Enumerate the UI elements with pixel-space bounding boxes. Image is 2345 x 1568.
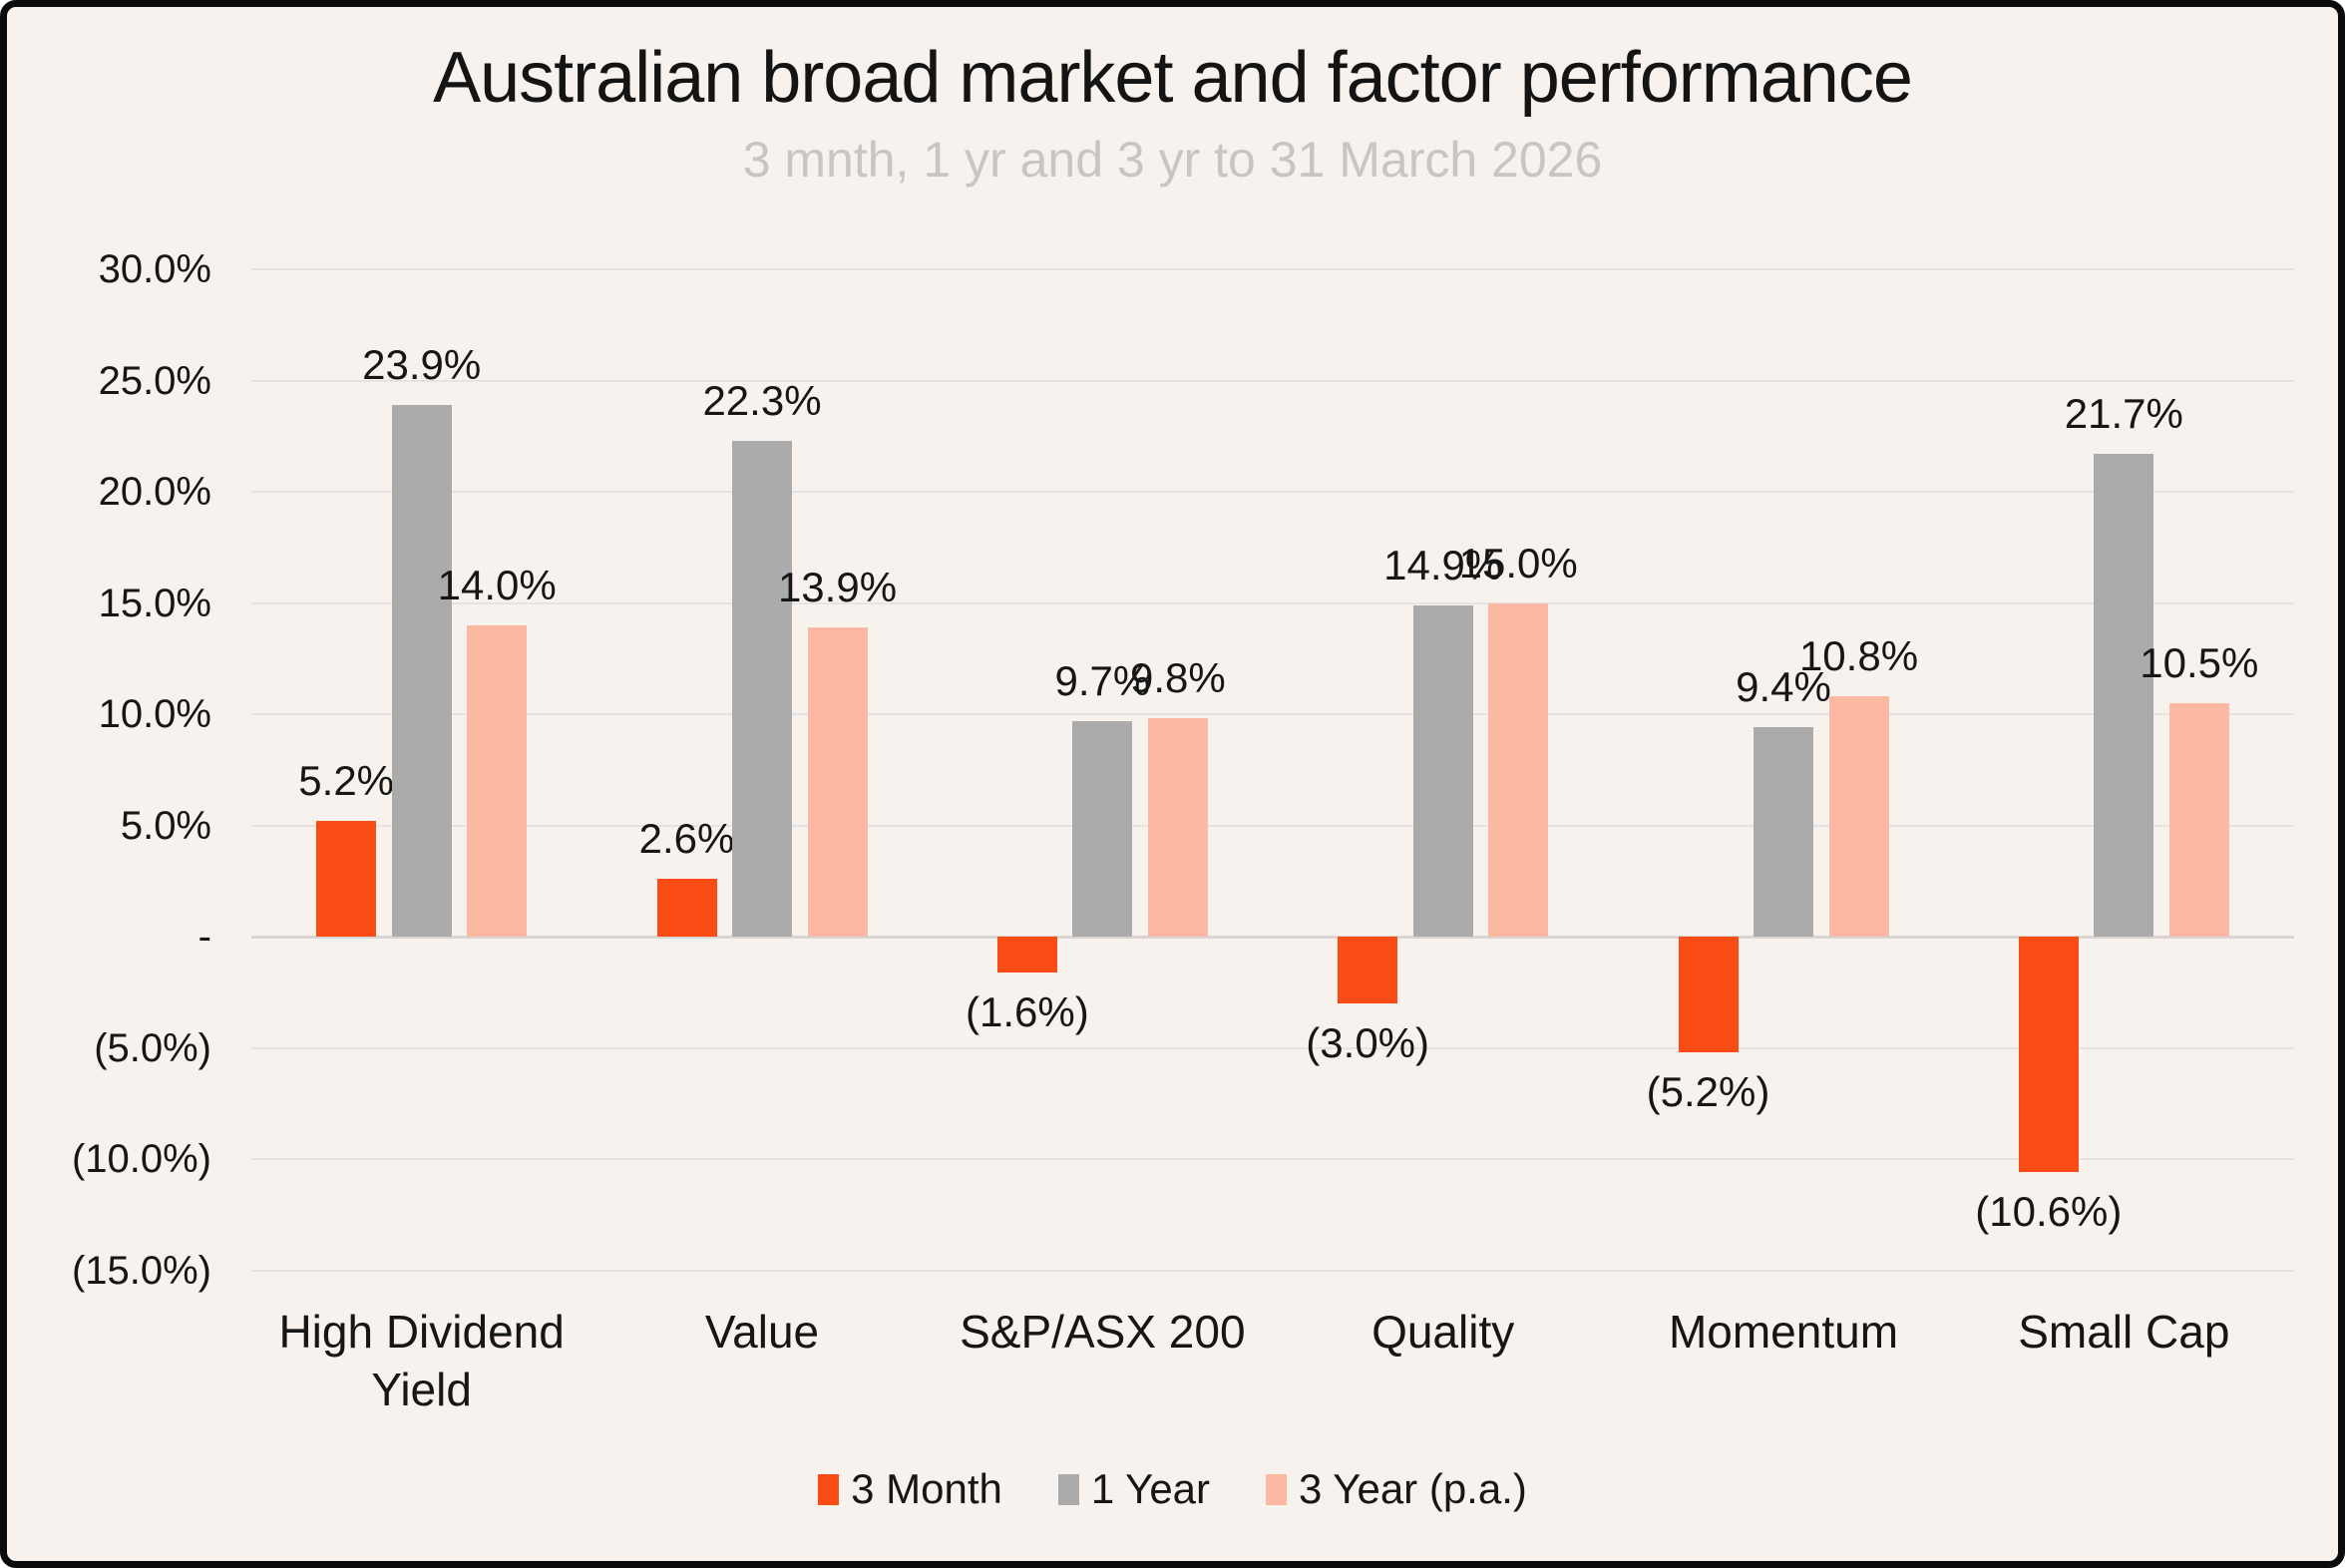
gridline [251,491,2294,493]
bar-value-label: 5.2% [298,757,395,805]
bar-value-label: 10.8% [1798,632,1919,680]
legend-item-3-month: 3 Month [818,1465,1002,1513]
y-axis-tick-label: 5.0% [120,803,211,848]
bar-3-month-4 [1678,937,1739,1052]
gridline [251,1046,2294,1049]
bar-3-year-p-a--5 [2168,702,2229,937]
legend-swatch-icon [1057,1473,1079,1505]
x-axis-category-label: Small Cap [2018,1306,2230,1358]
y-axis-tick-label: (5.0%) [94,1025,211,1070]
gridline [251,601,2294,604]
bar-1-year-3 [1412,604,1473,937]
y-axis-tick-label: 20.0% [98,470,211,514]
gridline [251,824,2294,827]
bar-value-label: (1.6%) [965,987,1089,1035]
gridline [251,1158,2294,1160]
legend-label: 1 Year [1090,1465,1211,1512]
y-axis-tick-label: (15.0%) [71,1248,211,1293]
legend-item-3-year-p-a-: 3 Year (p.a.) [1266,1465,1527,1513]
bar-value-label: 14.9% [1383,541,1503,588]
bar-3-year-p-a--0 [467,624,528,937]
bar-value-label: 10.5% [2140,638,2259,686]
y-axis-tick-label: 10.0% [98,692,211,736]
bar-1-year-1 [732,440,792,937]
bar-1-year-4 [1754,727,1813,937]
bar-3-year-p-a--3 [1488,602,1549,937]
bar-3-month-5 [2018,937,2079,1173]
y-axis-tick-label: 25.0% [98,358,211,403]
legend-item-1-year: 1 Year [1057,1465,1211,1513]
bar-value-label: 9.4% [1736,663,1831,711]
bar-value-label: 14.0% [437,561,557,608]
bar-3-month-2 [996,937,1057,973]
x-axis-category-label: S&P/ASX 200 [960,1306,1246,1358]
bar-value-label: 9.8% [1129,654,1226,702]
bar-3-year-p-a--4 [1828,696,1889,937]
chart-title: Australian broad market and factor perfo… [433,38,1913,118]
legend-swatch-icon [1266,1473,1288,1505]
bar-value-label: (5.2%) [1646,1067,1770,1115]
gridline [251,379,2294,382]
zero-axis-line [251,935,2294,939]
y-axis-tick-label: (10.0%) [71,1137,211,1181]
gridline [251,268,2294,270]
bar-value-label: 21.7% [2064,390,2183,438]
bar-1-year-2 [1072,720,1133,937]
bar-1-year-5 [2094,454,2154,937]
bar-value-label: 9.7% [1054,656,1151,704]
x-axis-category-label: Value [704,1306,820,1358]
y-axis-tick-label: 30.0% [98,247,211,291]
legend-label: 3 Year (p.a.) [1299,1465,1527,1512]
gridline [251,713,2294,715]
bar-value-label: 13.9% [777,564,898,611]
y-axis-tick-label: 15.0% [98,581,211,625]
bar-3-year-p-a--1 [807,627,868,937]
bar-value-label: 2.6% [638,815,735,863]
bar-value-label: 22.3% [702,376,822,424]
bar-value-label: (3.0%) [1306,1018,1430,1066]
x-axis-category-label: High Dividend Yield [278,1306,565,1415]
bar-value-label: 23.9% [362,341,482,389]
chart-subtitle: 3 mnth, 1 yr and 3 yr to 31 March 2026 [742,132,1603,188]
bar-value-label: 15.0% [1458,539,1578,587]
bar-value-label: (10.6%) [1975,1188,2123,1236]
bar-3-year-p-a--2 [1147,718,1208,937]
legend-label: 3 Month [851,1465,1002,1512]
legend-swatch-icon [818,1473,840,1505]
bar-1-year-0 [391,405,452,937]
x-axis-category-label: Quality [1371,1306,1515,1358]
x-axis-category-label: Momentum [1668,1306,1899,1358]
y-axis-tick-label: - [197,915,211,959]
bar-3-month-3 [1338,937,1398,1003]
legend: 3 Month 1 Year 3 Year (p.a.) [7,1465,2338,1513]
bar-3-month-1 [656,879,717,937]
gridline [251,1269,2294,1272]
bar-3-month-0 [316,821,377,937]
